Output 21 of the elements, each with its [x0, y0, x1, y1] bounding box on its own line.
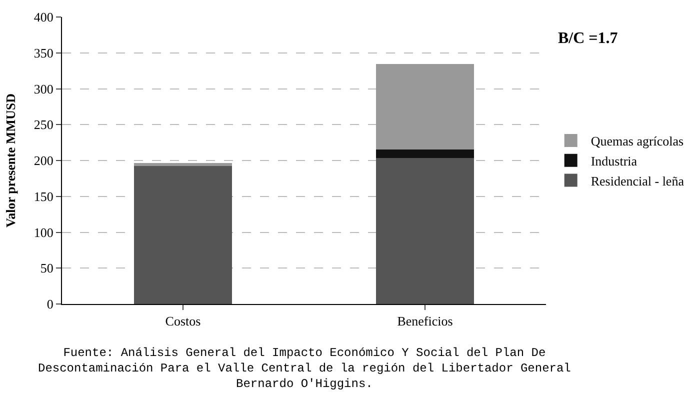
legend-label: Industria — [590, 153, 638, 168]
bar — [134, 165, 232, 304]
bar — [134, 162, 232, 166]
y-tick-label: 350 — [34, 45, 54, 60]
x-tick-label: Beneficios — [397, 314, 453, 329]
y-tick-label: 0 — [46, 296, 54, 312]
y-tick-label: 300 — [34, 81, 54, 96]
y-axis-title: Valor presente MMUSD — [2, 93, 18, 228]
source-note: Fuente: Análisis General del Impacto Económico Y Social del Plan De Descontaminación Para el Valle Central de la región del Libertador General Bernardo O'Higgins. — [38, 346, 571, 392]
y-tick-label: 50 — [40, 260, 54, 276]
y-tick-label: 250 — [34, 117, 54, 132]
legend-label: Residencial - leña — [590, 173, 684, 188]
bar — [376, 64, 474, 150]
y-tick-label: 200 — [34, 153, 54, 168]
y-tick-label: 400 — [34, 10, 54, 25]
x-tick-label: Costos — [165, 314, 201, 329]
text: B/C =1.7 — [558, 30, 618, 47]
y-tick-label: 100 — [34, 224, 54, 240]
bar — [376, 157, 474, 304]
y-tick-label: 150 — [34, 188, 54, 204]
legend-label: Quemas agrícolas — [590, 134, 684, 149]
